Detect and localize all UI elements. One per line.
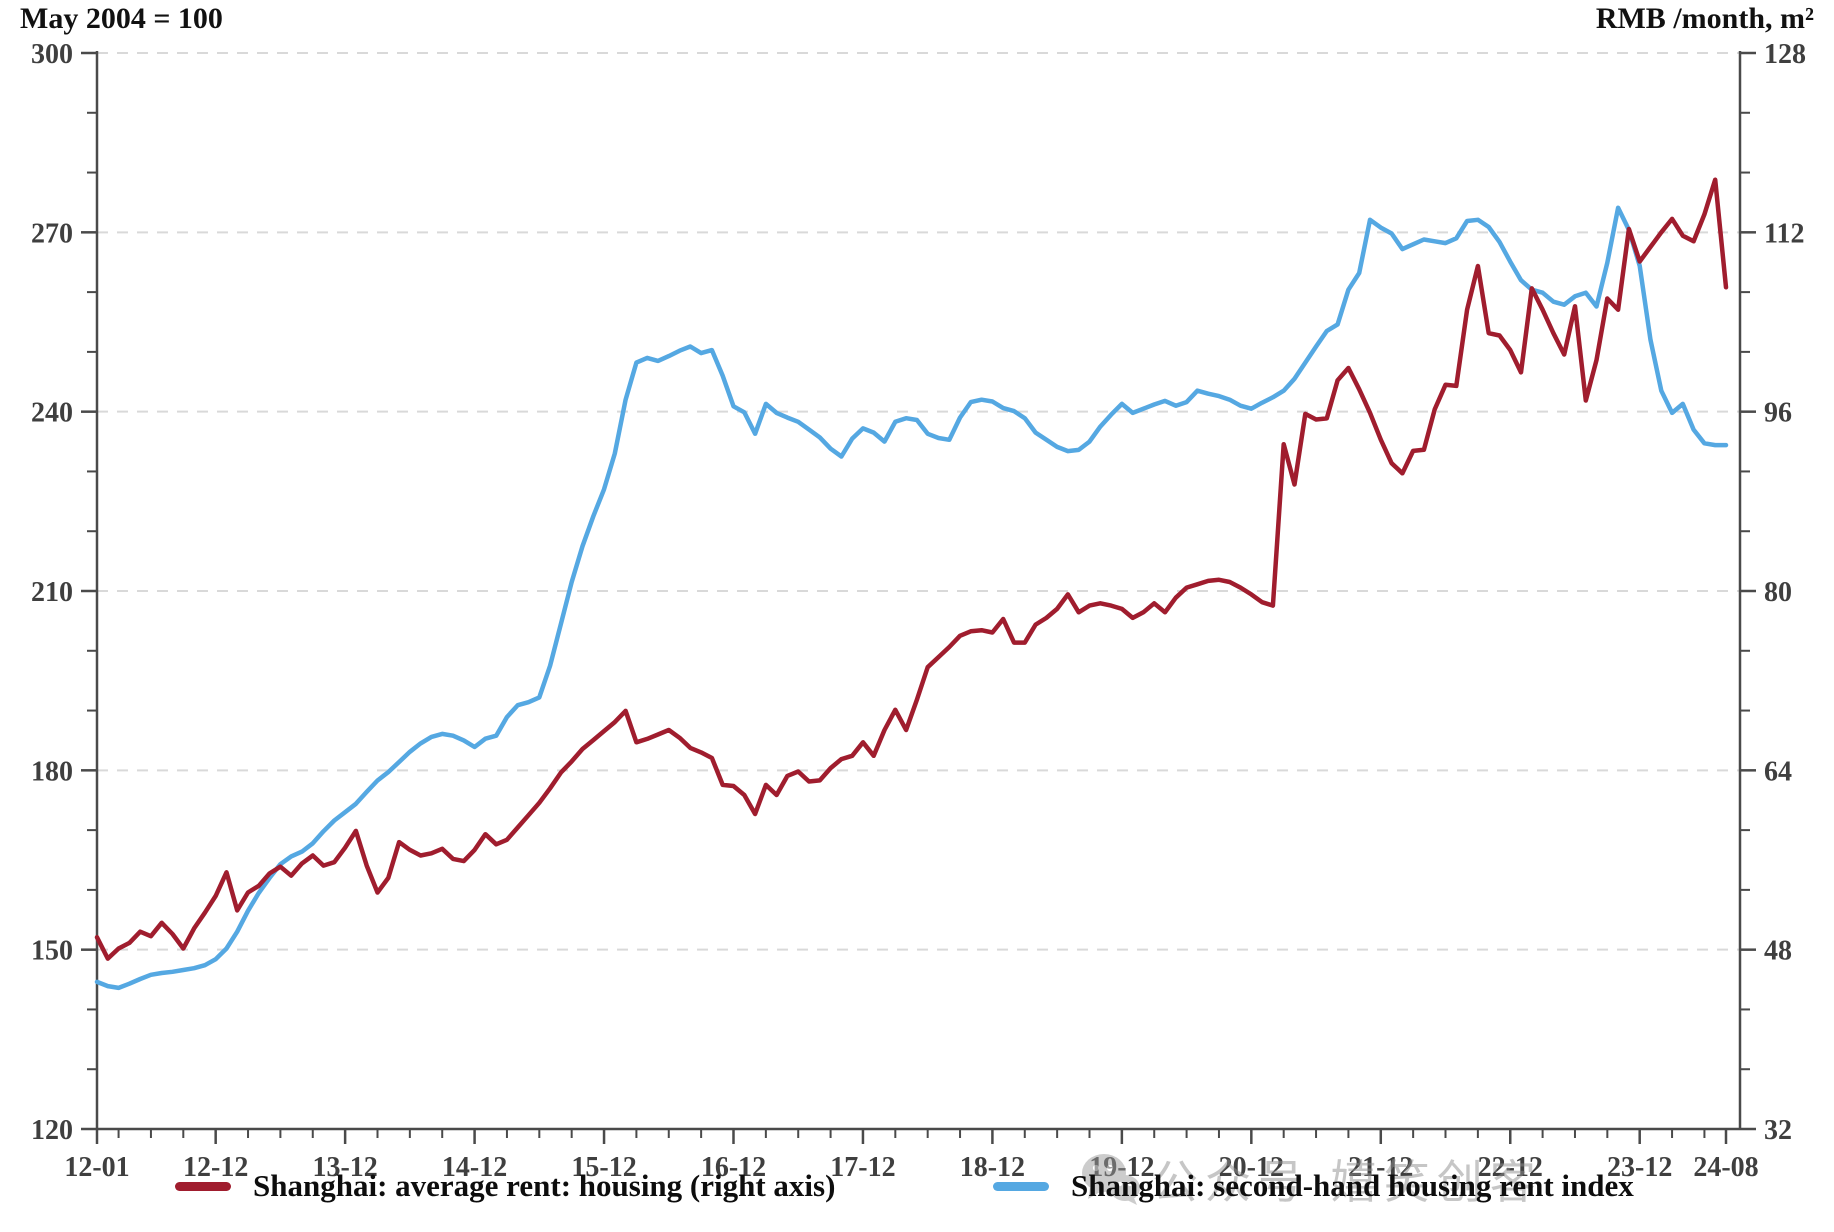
x-axis-tick-label: 24-08: [1693, 1152, 1758, 1183]
x-axis-tick-label: 22-12: [1478, 1152, 1543, 1183]
legend-label-rent-index: Shanghai: second-hand housing rent index: [1071, 1168, 1634, 1203]
legend-item-rent-index: Shanghai: second-hand housing rent index: [993, 1168, 1634, 1204]
left-axis-tick-label: 180: [31, 756, 73, 787]
left-axis-tick-label: 240: [31, 398, 73, 429]
right-axis-tick-label: 96: [1764, 398, 1792, 429]
right-axis-title: RMB /month, m²: [1595, 2, 1814, 35]
x-axis-tick-label: 23-12: [1607, 1152, 1672, 1183]
red-series-line: [94, 177, 1729, 961]
left-axis-tick-label: 210: [31, 577, 73, 608]
left-axis-title: May 2004 = 100: [20, 2, 223, 35]
x-axis-tick-label: 12-12: [183, 1152, 248, 1183]
blue-series-line: [94, 205, 1729, 991]
right-axis-tick-label: 32: [1764, 1115, 1792, 1146]
x-axis-tick-label: 16-12: [701, 1152, 766, 1183]
x-axis-tick-label: 12-01: [64, 1152, 129, 1183]
right-axis-tick-label: 128: [1764, 39, 1806, 70]
x-axis-tick-label: 14-12: [442, 1152, 507, 1183]
right-axis-tick-label: 112: [1764, 218, 1804, 249]
right-axis-tick-label: 48: [1764, 936, 1792, 967]
x-axis-tick-label: 13-12: [312, 1152, 377, 1183]
x-axis-tick-label: 21-12: [1348, 1152, 1413, 1183]
left-axis-tick-label: 150: [31, 936, 73, 967]
right-axis-tick-label: 80: [1764, 577, 1792, 608]
left-axis-tick-label: 120: [31, 1115, 73, 1146]
x-axis-tick-label: 20-12: [1219, 1152, 1284, 1183]
right-axis-tick-label: 64: [1764, 756, 1792, 787]
left-axis-tick-label: 300: [31, 39, 73, 70]
x-axis-tick-label: 15-12: [571, 1152, 636, 1183]
left-axis-tick-label: 270: [31, 218, 73, 249]
legend-item-average-rent: Shanghai: average rent: housing (right a…: [175, 1168, 835, 1204]
x-axis-tick-label: 18-12: [960, 1152, 1025, 1183]
red-line-swatch: [175, 1181, 231, 1191]
legend-label-average-rent: Shanghai: average rent: housing (right a…: [253, 1168, 836, 1203]
x-axis-tick-label: 17-12: [830, 1152, 895, 1183]
blue-line-swatch: [993, 1181, 1049, 1191]
